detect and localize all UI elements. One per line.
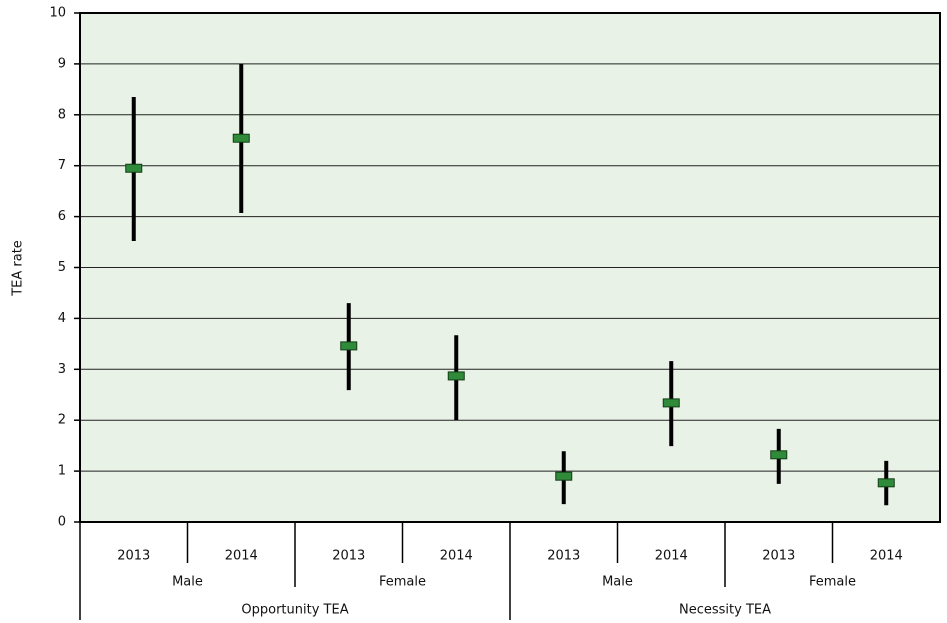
point-estimate: [877, 478, 895, 488]
point-estimate: [232, 133, 250, 143]
group-label: Female: [809, 575, 856, 590]
y-tick-label: 10: [49, 6, 66, 21]
x-tick-label: 2014: [870, 549, 903, 564]
point-estimate: [125, 163, 143, 173]
y-tick-label: 5: [58, 260, 66, 275]
point-estimate: [555, 471, 573, 481]
x-tick-label: 2014: [225, 549, 258, 564]
point-estimate: [662, 398, 680, 408]
y-tick-label: 8: [58, 107, 66, 122]
y-tick-label: 9: [58, 56, 66, 71]
y-tick-label: 3: [58, 362, 66, 377]
y-tick-label: 6: [58, 209, 66, 224]
y-tick-label: 2: [58, 413, 66, 428]
group-label: Male: [602, 575, 633, 590]
x-tick-label: 2013: [762, 549, 795, 564]
x-tick-label: 2014: [655, 549, 688, 564]
x-tick-label: 2014: [440, 549, 473, 564]
group-label: Male: [172, 575, 203, 590]
point-estimate: [447, 371, 465, 381]
y-tick-label: 7: [58, 158, 66, 173]
y-tick-label: 4: [58, 311, 66, 326]
supergroup-label: Opportunity TEA: [241, 603, 348, 618]
x-tick-label: 2013: [117, 549, 150, 564]
x-tick-label: 2013: [547, 549, 580, 564]
supergroup-label: Necessity TEA: [679, 603, 771, 618]
group-label: Female: [379, 575, 426, 590]
y-tick-label: 1: [58, 464, 66, 479]
x-tick-label: 2013: [332, 549, 365, 564]
point-estimate: [340, 341, 358, 351]
y-axis-label: TEA rate: [11, 240, 26, 297]
point-estimate: [770, 450, 788, 460]
y-tick-label: 0: [58, 515, 66, 530]
